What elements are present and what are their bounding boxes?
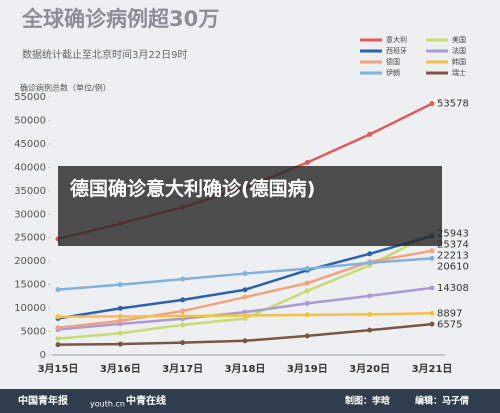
footer-credit: 制图：李晗: [345, 395, 390, 407]
point: [242, 313, 248, 319]
x-tick-label: 3月17日: [162, 363, 203, 375]
x-tick-label: 3月16日: [100, 363, 141, 375]
footer-logo: 中青在线: [126, 394, 166, 407]
legend-label: 德国: [386, 57, 400, 66]
point: [429, 101, 435, 107]
y-tick-label: 25000: [14, 233, 46, 244]
y-tick-label: 20000: [14, 256, 46, 267]
legend-label: 瑞士: [452, 68, 466, 77]
point: [117, 313, 123, 319]
x-tick-label: 3月15日: [38, 363, 79, 375]
point: [242, 287, 248, 293]
legend-label: 意大利: [386, 35, 407, 44]
point: [429, 285, 435, 291]
y-tick-label: 30000: [14, 209, 46, 220]
footer-band: [0, 389, 500, 413]
legend-label: 伊朗: [386, 68, 400, 77]
point: [429, 248, 435, 254]
y-tick-label: 5000: [21, 327, 46, 338]
point: [304, 280, 310, 286]
point: [180, 308, 186, 314]
y-tick-label: 0: [40, 350, 46, 361]
legend-label: 美国: [452, 35, 466, 44]
point: [304, 300, 310, 306]
x-tick-label: 3月19日: [287, 363, 328, 375]
chart-title: 全球确诊病例超30万: [21, 7, 219, 31]
point: [242, 294, 248, 300]
end-label: 6575: [437, 319, 462, 330]
y-tick-label: 15000: [14, 280, 46, 291]
legend-label: 西班牙: [386, 46, 407, 55]
end-label: 25943: [437, 228, 469, 239]
point: [242, 338, 248, 344]
point: [55, 314, 61, 320]
end-label: 14308: [437, 283, 469, 294]
y-tick-label: 10000: [14, 303, 46, 314]
end-label: 20610: [437, 261, 469, 272]
x-tick-label: 3月18日: [225, 363, 266, 375]
point: [304, 266, 310, 272]
legend-label: 韩国: [452, 57, 466, 66]
point: [304, 160, 310, 166]
point: [304, 288, 310, 294]
point: [429, 310, 435, 316]
point: [242, 271, 248, 277]
point: [367, 260, 373, 266]
point: [117, 305, 123, 311]
y-tick-label: 50000: [14, 115, 46, 126]
footer-credit: 编辑：马子倩: [415, 395, 469, 407]
footer-logo: youth.cn: [90, 400, 125, 409]
end-label: 25374: [437, 239, 469, 250]
end-label: 8897: [437, 308, 462, 319]
chart-subtitle: 数据统计截止至北京时间3月22日9时: [22, 48, 187, 61]
point: [55, 342, 61, 348]
point: [429, 321, 435, 327]
x-tick-label: 3月20日: [349, 363, 390, 375]
point: [367, 293, 373, 299]
point: [180, 297, 186, 303]
footer-logo: 中国青年报: [18, 394, 68, 407]
point: [55, 325, 61, 331]
point: [55, 336, 61, 342]
end-label: 22213: [437, 250, 469, 261]
y-tick-label: 40000: [14, 162, 46, 173]
point: [117, 330, 123, 336]
overlay-caption: 德国确诊意大利确诊(德国病): [58, 166, 442, 246]
point: [180, 313, 186, 319]
series-line: [57, 234, 433, 320]
point: [367, 327, 373, 333]
y-tick-label: 35000: [14, 186, 46, 197]
x-tick-label: 3月21日: [412, 363, 453, 375]
point: [304, 333, 310, 339]
point: [180, 276, 186, 282]
y-axis-label: 确诊病例总数（单位/例）: [20, 83, 111, 93]
point: [117, 282, 123, 288]
point: [180, 322, 186, 328]
point: [55, 287, 61, 293]
end-label: 53578: [437, 99, 469, 110]
point: [367, 251, 373, 257]
point: [367, 131, 373, 137]
y-tick-label: 45000: [14, 139, 46, 150]
point: [367, 311, 373, 317]
point: [429, 255, 435, 261]
point: [117, 341, 123, 347]
legend-label: 法国: [452, 46, 466, 55]
point: [180, 340, 186, 346]
point: [304, 312, 310, 318]
point: [117, 318, 123, 324]
y-tick-label: 55000: [14, 92, 46, 103]
